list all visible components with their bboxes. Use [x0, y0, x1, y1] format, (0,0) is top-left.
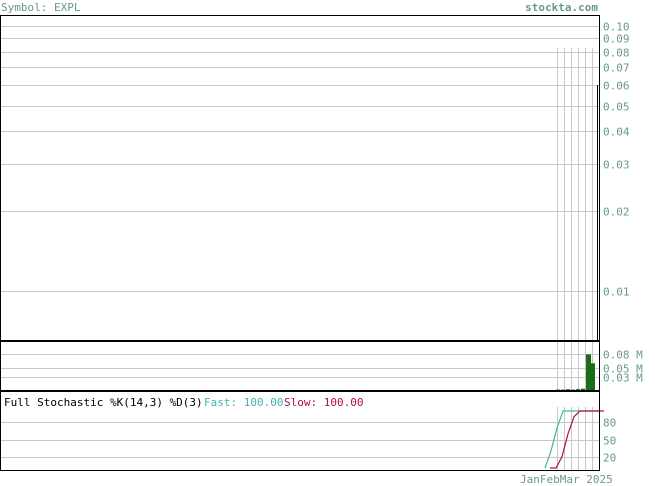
volume-bar	[591, 363, 595, 390]
volume-bar	[581, 388, 585, 390]
volume-tick-label: 0.08 M	[603, 349, 643, 362]
price-tick-label: 0.09	[603, 33, 630, 46]
volume-panel-frame	[0, 341, 600, 391]
volume-tick-label: 0.05 M	[603, 363, 643, 376]
price-tick-label: 0.10	[603, 21, 630, 34]
stoch-panel-frame	[0, 391, 600, 471]
stoch-tick-label: 80	[603, 417, 616, 430]
price-tick-label: 0.06	[603, 80, 630, 93]
slow-line	[550, 410, 604, 469]
site-name: stockta.com	[525, 1, 598, 14]
volume-bar	[576, 389, 580, 391]
price-tick-label: 0.03	[603, 159, 630, 172]
slow-legend: Slow: 100.00	[284, 396, 363, 409]
price-tick-label: 0.08	[603, 47, 630, 60]
price-tick-label: 0.02	[603, 206, 630, 219]
stoch-tick-label: 50	[603, 435, 616, 448]
price-tick-label: 0.01	[603, 286, 630, 299]
price-tick-label: 0.04	[603, 126, 630, 139]
volume-bar	[566, 389, 570, 391]
volume-tick-label: 0.03 M	[603, 372, 643, 385]
fast-legend: Fast: 100.00	[204, 396, 283, 409]
price-tick-label: 0.05	[603, 101, 630, 114]
stoch-title: Full Stochastic %K(14,3) %D(3)	[4, 396, 203, 409]
price-panel-frame	[0, 15, 600, 341]
x-axis-label: JanFebMar 2025	[520, 473, 613, 486]
volume-bar	[586, 354, 591, 390]
symbol-label: Symbol: EXPL	[1, 1, 81, 14]
stoch-tick-label: 20	[603, 452, 616, 465]
price-tick-label: 0.07	[603, 62, 630, 75]
